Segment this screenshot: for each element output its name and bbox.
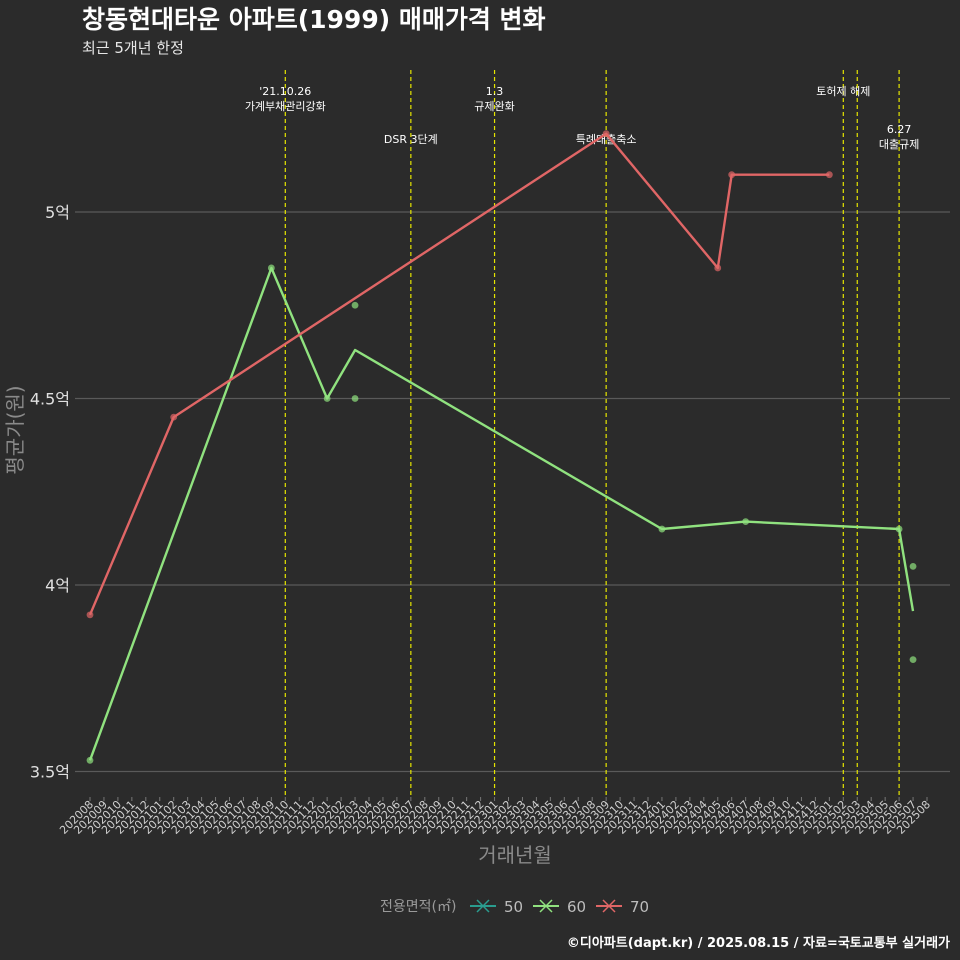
data-point-60 [351, 395, 359, 402]
data-point-70 [728, 171, 736, 179]
data-point-60 [658, 525, 666, 533]
data-point-70 [86, 611, 94, 619]
legend-label: 50 [504, 898, 523, 916]
legend-key-mark [476, 899, 490, 913]
event-label: 6.27 [887, 123, 912, 136]
legend-label: 60 [567, 898, 586, 916]
data-point-60 [351, 301, 359, 309]
data-point-70 [602, 130, 610, 138]
event-label: 대출규제 [879, 138, 919, 151]
y-axis-ticks: 3.5억 4억 4.5억 5억 [30, 203, 70, 782]
data-points [86, 130, 917, 764]
y-tick-label: 5억 [45, 203, 70, 222]
data-point-70 [825, 171, 833, 179]
y-tick-label: 4.5억 [30, 390, 70, 409]
data-point-60 [267, 264, 275, 272]
legend-key-mark [539, 899, 553, 913]
event-label: 1.3 [486, 85, 504, 98]
gridlines [75, 211, 950, 773]
series-line-70 [88, 132, 830, 616]
series-line-60 [88, 266, 915, 761]
chart-title: 창동현대타운 아파트(1999) 매매가격 변화 [82, 5, 546, 34]
legend-label: 70 [630, 898, 649, 916]
x-axis-ticks: 2020082020092020102020112020122021012021… [57, 797, 933, 837]
x-axis-title: 거래년월 [478, 843, 552, 867]
data-point-60 [86, 756, 94, 764]
event-label: 토허제 해제 [816, 84, 870, 98]
event-label: 규제완화 [474, 100, 514, 113]
data-point-70 [714, 264, 722, 272]
data-point-60 [909, 562, 917, 570]
y-axis-title: 평균가(원) [3, 385, 27, 474]
y-tick-label: 4억 [45, 576, 70, 595]
event-label: DSR 3단계 [384, 133, 438, 146]
chart-subtitle: 최근 5개년 한정 [82, 39, 184, 57]
data-point-60 [323, 395, 331, 402]
legend-title: 전용면적(㎡) [380, 899, 456, 915]
data-point-70 [170, 413, 178, 421]
data-point-60 [742, 518, 750, 525]
event-label: 가계부채관리강화 [245, 100, 326, 113]
series-lines [88, 132, 915, 761]
data-point-60 [909, 656, 917, 663]
y-tick-label: 3.5억 [30, 763, 70, 782]
chart-caption: ©디아파트(dapt.kr) / 2025.08.15 / 자료=국토교통부 실… [567, 935, 950, 951]
legend-key-mark [602, 899, 616, 913]
legend: 전용면적(㎡) 50 60 70 [380, 898, 649, 916]
event-label: '21.10.26 [259, 85, 311, 98]
data-point-60 [895, 525, 903, 533]
